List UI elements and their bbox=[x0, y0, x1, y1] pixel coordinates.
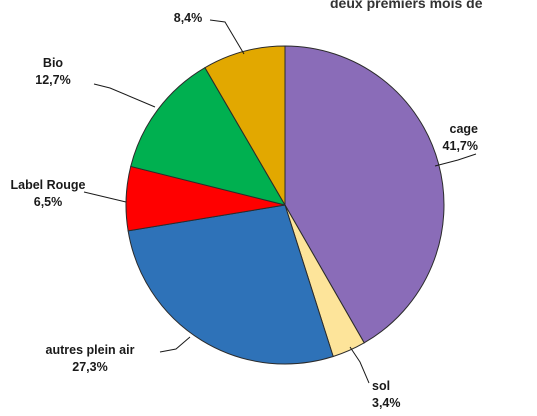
leader-line-bio bbox=[93, 83, 156, 108]
value-label-autres-plein-air: 27,3% bbox=[72, 360, 107, 374]
category-label-label-rouge: Label Rouge bbox=[10, 178, 85, 192]
leader-line-autres-plein-air bbox=[159, 336, 191, 353]
value-label-other: 8,4% bbox=[174, 11, 203, 25]
leader-line-cage bbox=[434, 153, 477, 167]
pie-slice-other bbox=[204, 45, 286, 207]
leader-lines bbox=[83, 19, 477, 384]
value-label-sol: 3,4% bbox=[372, 396, 401, 410]
category-label-autres-plein-air: autres plein air bbox=[46, 343, 135, 357]
pie-slice-autres-plein-air bbox=[127, 204, 334, 365]
category-label-bio: Bio bbox=[43, 56, 64, 70]
chart-title: deux premiers mois de bbox=[330, 0, 483, 11]
leader-line-sol bbox=[349, 346, 370, 384]
value-label-cage: 41,7% bbox=[443, 139, 478, 153]
slice-labels: cage 41,7% sol 3,4% autres plein air 27,3% Lab… bbox=[10, 11, 478, 410]
category-label-cage: cage bbox=[450, 122, 479, 136]
value-label-bio: 12,7% bbox=[35, 73, 70, 87]
category-label-sol: sol bbox=[372, 379, 390, 393]
pie-slices bbox=[125, 45, 445, 365]
pie-slice-bio bbox=[130, 66, 287, 206]
pie-slice-cage bbox=[284, 45, 445, 344]
value-label-label-rouge: 6,5% bbox=[34, 195, 63, 209]
leader-line-label-rouge bbox=[83, 191, 127, 203]
leader-line-other bbox=[209, 19, 245, 55]
